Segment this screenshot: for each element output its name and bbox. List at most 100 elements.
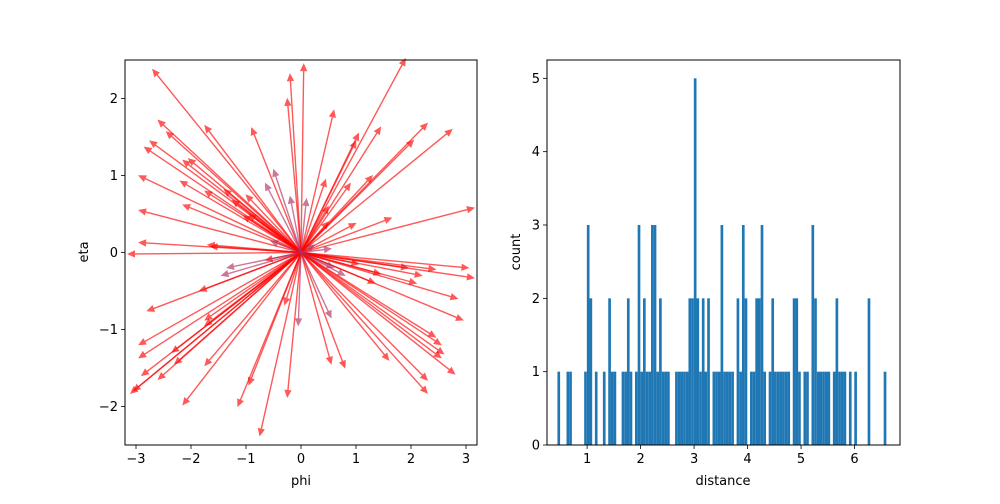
histogram-bar bbox=[664, 371, 668, 445]
histogram-bar bbox=[704, 371, 708, 445]
y-tick-label: 2 bbox=[532, 292, 540, 307]
x-tick-label: 2 bbox=[407, 452, 415, 467]
vector-arrow bbox=[157, 119, 302, 254]
histogram-bar bbox=[838, 371, 841, 445]
vector-arrow bbox=[300, 128, 453, 254]
y-tick-label: 3 bbox=[532, 219, 540, 234]
histogram-bar bbox=[557, 371, 561, 445]
short-vector-arrow bbox=[287, 195, 302, 253]
vector-arrow bbox=[242, 215, 302, 254]
short-vector-arrow bbox=[300, 251, 346, 276]
y-tick-label: 1 bbox=[532, 365, 540, 380]
histogram-bar bbox=[776, 371, 780, 445]
x-tick-label: 4 bbox=[743, 452, 751, 467]
y-tick-label: 2 bbox=[110, 92, 118, 107]
histogram-bar bbox=[661, 371, 665, 445]
vector-arrow bbox=[257, 252, 302, 437]
x-tick-label: −1 bbox=[236, 452, 255, 467]
histogram-bar bbox=[643, 298, 646, 445]
short-vector-arrow bbox=[220, 251, 302, 278]
vector-arrow bbox=[138, 251, 302, 359]
histogram-bar bbox=[752, 371, 756, 445]
x-tick-label: 3 bbox=[690, 452, 698, 467]
histogram-bar bbox=[677, 371, 681, 445]
vector-arrow bbox=[300, 251, 437, 338]
histogram-bar bbox=[693, 78, 697, 445]
histogram-bar bbox=[696, 298, 700, 445]
histogram-bar bbox=[779, 371, 783, 445]
vector-arrow bbox=[300, 252, 346, 369]
y-axis-ticks: 0 1 2 3 4 5 bbox=[532, 72, 547, 454]
histogram-bar bbox=[832, 371, 836, 445]
histogram-subplot: 1 2 3 4 5 6 0 1 2 3 4 5 distance count bbox=[509, 59, 901, 489]
histogram-bar bbox=[768, 371, 772, 445]
vector-arrow bbox=[284, 252, 302, 398]
left-y-axis-label: eta bbox=[77, 241, 92, 262]
histogram-bars bbox=[557, 78, 887, 445]
vector-arrow bbox=[206, 241, 302, 254]
histogram-bar bbox=[840, 371, 844, 445]
histogram-bar bbox=[795, 298, 799, 445]
short-vector-arrow bbox=[272, 168, 302, 253]
histogram-bar bbox=[569, 371, 572, 445]
histogram-bar bbox=[602, 371, 606, 445]
vector-arrow bbox=[300, 206, 475, 254]
histogram-bar bbox=[688, 298, 692, 445]
x-tick-label: 1 bbox=[352, 452, 360, 467]
histogram-bar bbox=[728, 371, 732, 445]
histogram-bar bbox=[648, 371, 652, 445]
histogram-bar bbox=[675, 371, 678, 445]
vector-arrow bbox=[204, 124, 302, 253]
histogram-bar bbox=[624, 371, 627, 445]
histogram-bar bbox=[784, 371, 788, 445]
histogram-bar bbox=[645, 371, 649, 445]
x-tick-label: −3 bbox=[126, 452, 145, 467]
histogram-bar bbox=[626, 298, 630, 445]
y-tick-label: −1 bbox=[99, 323, 118, 338]
histogram-bar bbox=[883, 371, 887, 445]
vector-arrow bbox=[204, 251, 302, 321]
y-axis-ticks: −2 −1 0 1 2 bbox=[99, 92, 125, 415]
histogram-bar bbox=[594, 371, 598, 445]
histogram-bar bbox=[819, 371, 823, 445]
vector-arrow bbox=[300, 109, 336, 253]
y-tick-label: −2 bbox=[99, 400, 118, 415]
short-vector-arrow bbox=[300, 197, 310, 253]
histogram-bar bbox=[787, 371, 791, 445]
histogram-bar bbox=[621, 371, 625, 445]
vector-arrow bbox=[300, 205, 329, 253]
vector-arrow bbox=[286, 73, 302, 253]
histogram-bar bbox=[835, 298, 839, 445]
histogram-bar bbox=[744, 298, 748, 445]
y-tick-label: 1 bbox=[110, 169, 118, 184]
short-vector-arrow bbox=[270, 240, 302, 254]
histogram-bar bbox=[814, 298, 817, 445]
histogram-bar bbox=[723, 371, 726, 445]
short-vector-arrow bbox=[300, 252, 332, 319]
histogram-bar bbox=[848, 371, 852, 445]
vector-arrow bbox=[248, 252, 302, 386]
histogram-bar bbox=[629, 371, 633, 445]
histogram-bar bbox=[683, 371, 686, 445]
vector-arrow bbox=[299, 63, 308, 253]
histogram-bar bbox=[720, 225, 724, 445]
histogram-bar bbox=[667, 371, 670, 445]
histogram-bar bbox=[707, 298, 710, 445]
x-tick-label: 0 bbox=[297, 452, 305, 467]
y-tick-label: 0 bbox=[532, 439, 540, 454]
histogram-bar bbox=[653, 225, 657, 445]
histogram-bar bbox=[827, 371, 831, 445]
vector-arrow bbox=[138, 251, 302, 346]
histogram-bar bbox=[584, 371, 587, 445]
x-tick-label: 2 bbox=[636, 452, 644, 467]
histogram-bar bbox=[758, 298, 761, 445]
histogram-bar bbox=[613, 371, 617, 445]
vector-arrow bbox=[138, 175, 302, 254]
histogram-bar bbox=[755, 298, 758, 445]
right-x-axis-label: distance bbox=[695, 474, 750, 489]
x-axis-ticks: −3 −2 −1 0 1 2 3 bbox=[126, 445, 470, 467]
histogram-bar bbox=[736, 298, 740, 445]
y-tick-label: 4 bbox=[532, 145, 540, 160]
histogram-bar bbox=[699, 371, 702, 445]
